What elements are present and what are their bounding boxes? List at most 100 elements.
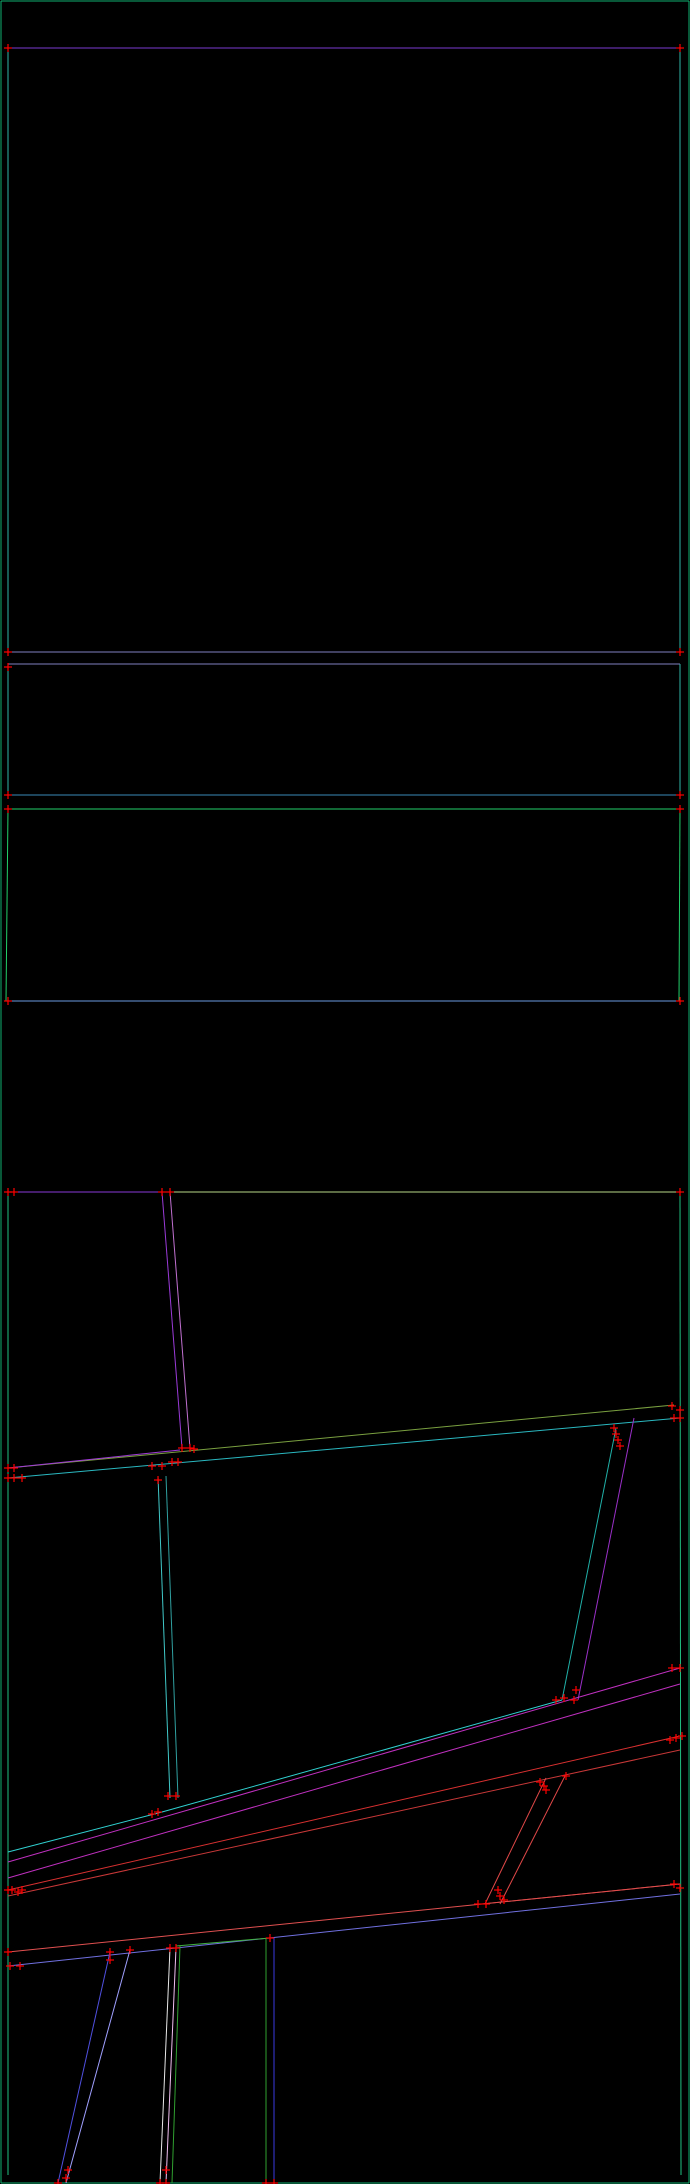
vertex-marker: [18, 1474, 26, 1482]
vertex-marker: [158, 1188, 166, 1196]
line-lower-right-edge: [679, 1191, 682, 2176]
line-diag-cyan: [7, 1699, 563, 1853]
line-post-1-a: [157, 1475, 171, 1799]
vertex-marker: [536, 1778, 544, 1786]
vertex-marker: [18, 1886, 26, 1894]
vertex-marker: [610, 1424, 618, 1432]
vertex-marker: [614, 1436, 622, 1444]
vertex-marker: [676, 1406, 684, 1414]
line-diag-magenta-1: [7, 1667, 681, 1863]
vertex-marker: [676, 1664, 684, 1672]
vertex-marker: [542, 1786, 550, 1794]
vertex-marker: [186, 1444, 194, 1452]
line-post-green-c: [171, 1945, 181, 2184]
line-beam-1-a: [161, 1191, 183, 1449]
vertex-marker: [676, 44, 684, 52]
vertex-marker: [4, 663, 12, 671]
vertex-marker: [676, 1414, 684, 1422]
vertex-marker: [670, 1880, 678, 1888]
vertex-marker: [500, 1896, 508, 1904]
line-brace-a: [484, 1777, 547, 1905]
vertex-marker: [62, 2174, 70, 2182]
line-band-red-mid: [7, 1883, 681, 1953]
vertex-marker: [270, 2179, 278, 2184]
line-post-1-b: [165, 1475, 179, 1799]
vertex-marker: [10, 1464, 18, 1472]
line-brace-b: [499, 1775, 566, 1905]
vertex-marker: [616, 1442, 624, 1450]
vertex-marker: [4, 997, 12, 1005]
vertex-marker: [668, 1664, 676, 1672]
line-diag-red-1: [7, 1735, 681, 1891]
line-slope-2: [7, 1417, 681, 1479]
vertex-marker: [10, 1188, 18, 1196]
vertex-marker: [540, 1782, 548, 1790]
vertex-marker: [474, 1900, 482, 1908]
vertex-marker: [158, 1462, 166, 1470]
vertex-marker: [266, 1934, 274, 1942]
vertex-marker: [676, 805, 684, 813]
vertex-marker: [552, 1696, 560, 1704]
line-post-2-b: [577, 1417, 635, 1701]
line-stair-green: [175, 1937, 271, 1947]
vertex-marker: [106, 1948, 114, 1956]
vertex-marker: [668, 1402, 676, 1410]
vertex-marker: [6, 1962, 14, 1970]
vertex-marker: [482, 1900, 490, 1908]
vertex-marker: [106, 1956, 114, 1964]
vertex-marker: [64, 2166, 72, 2174]
vertex-marker: [612, 1430, 620, 1438]
line-post-2-a: [561, 1427, 617, 1701]
line-room-c-right: [678, 808, 681, 1002]
vertex-marker: [172, 1792, 180, 1800]
line-beam-1-b: [169, 1191, 191, 1449]
vertex-marker: [494, 1886, 502, 1894]
vertex-marker: [562, 1772, 570, 1780]
vertex-marker: [496, 1892, 504, 1900]
vertex-marker: [676, 791, 684, 799]
vertex-marker: [676, 648, 684, 656]
vertex-marker: [676, 1188, 684, 1196]
vertex-marker: [54, 2179, 62, 2184]
vertex-marker: [162, 2166, 170, 2174]
vertex-marker: [676, 1884, 684, 1892]
vertex-marker: [4, 805, 12, 813]
vertex-marker: [672, 1734, 680, 1742]
vertex-marker: [190, 1445, 198, 1453]
line-diag-red-2: [7, 1749, 681, 1897]
vertex-marker: [10, 1474, 18, 1482]
vertex-marker: [178, 1444, 186, 1452]
line-slope-1-violet: [7, 1449, 181, 1469]
line-stair-blue-b: [65, 1949, 131, 2184]
vertex-marker: [4, 791, 12, 799]
line-slope-1: [7, 1404, 675, 1469]
vertex-marker: [666, 1736, 674, 1744]
vertex-marker: [16, 1962, 24, 1970]
vertex-marker: [676, 997, 684, 1005]
vertex-marker: [4, 1948, 12, 1956]
vertex-marker: [4, 648, 12, 656]
vertex-marker: [164, 1792, 172, 1800]
vertex-marker: [148, 1810, 156, 1818]
vertex-marker: [126, 1946, 134, 1954]
vertex-marker: [572, 1686, 580, 1694]
line-stair-white-a: [159, 1947, 171, 2184]
vertex-marker: [262, 2179, 270, 2184]
vertex-markers: [4, 44, 686, 2184]
line-band-blue: [7, 1893, 681, 1967]
line-stair-blue-a: [57, 1951, 111, 2184]
line-room-c-left: [5, 808, 9, 1002]
vertex-marker: [148, 1462, 156, 1470]
vertex-marker: [154, 1476, 162, 1484]
vertex-marker: [154, 1808, 162, 1816]
vertex-marker: [8, 1886, 16, 1894]
vertex-marker: [174, 1458, 182, 1466]
line-stair-white-b: [165, 1947, 177, 2184]
vertex-marker: [14, 1888, 22, 1896]
vertex-marker: [678, 1732, 686, 1740]
vertex-marker: [166, 1188, 174, 1196]
vertex-marker: [162, 2179, 170, 2184]
vertex-marker: [560, 1694, 568, 1702]
